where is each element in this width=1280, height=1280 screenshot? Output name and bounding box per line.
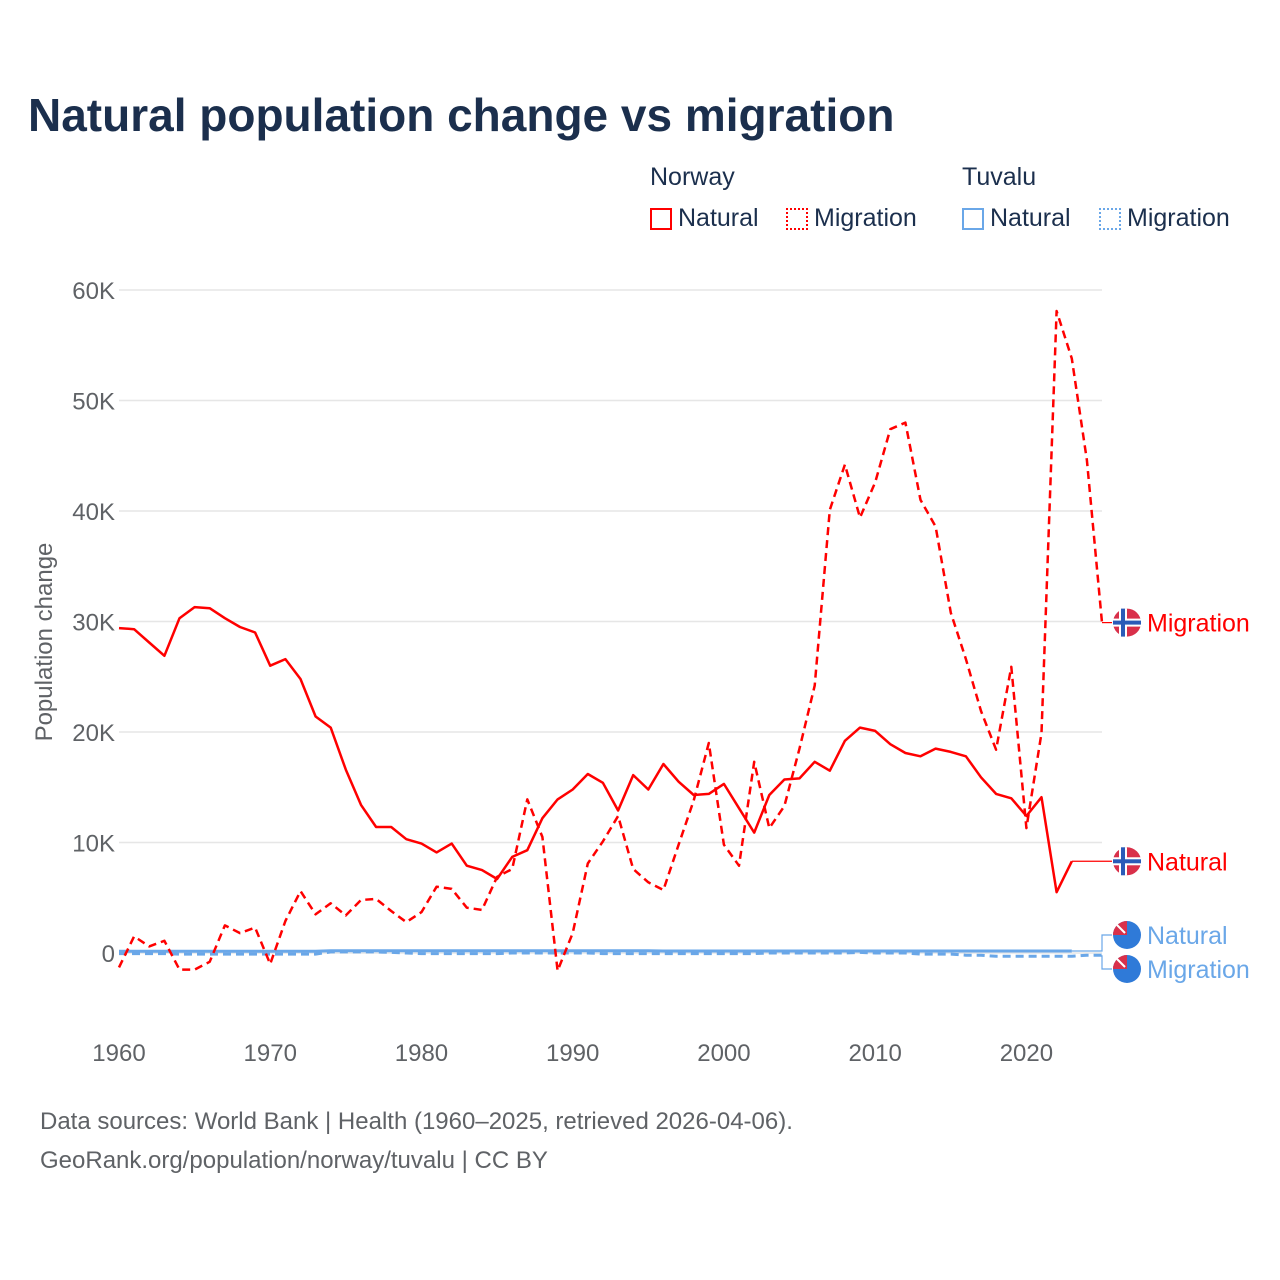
legend-group-norway: Norway (650, 163, 735, 191)
dotted-swatch-icon (786, 207, 808, 230)
x-tick-label: 2020 (1000, 1040, 1053, 1067)
series-line-norway-natural[interactable] (118, 605, 1073, 894)
legend-group-tuvalu: Tuvalu (962, 163, 1037, 191)
y-tick-label: 50K (72, 389, 115, 416)
series-end-label: Migration (1147, 956, 1250, 984)
dotted-swatch-icon (1099, 207, 1121, 230)
legend-norway-natural[interactable]: Natural (650, 204, 759, 233)
norway-flag-icon (1113, 847, 1141, 876)
legend-norway-migration[interactable]: Migration (786, 204, 917, 233)
y-tick-label: 60K (72, 278, 115, 305)
legend-label: Migration (814, 204, 917, 232)
legend-label: Natural (990, 204, 1071, 232)
series-end-label: Migration (1147, 610, 1250, 638)
legend-tuvalu-migration[interactable]: Migration (1099, 204, 1230, 233)
x-tick-label: 1970 (244, 1040, 297, 1067)
series-end-label: Natural (1147, 848, 1228, 876)
solid-swatch-icon (962, 207, 984, 230)
y-axis-label: Population change (31, 543, 58, 742)
plot-area: 0 10K 20K 30K 40K 50K 60K 1960 1970 1980 1990 2000 2… (31, 278, 1250, 1067)
norway-flag-icon (1113, 608, 1141, 637)
x-tick-label: 2000 (697, 1040, 750, 1067)
tuvalu-flag-icon (1113, 955, 1141, 983)
tuvalu-flag-icon (1113, 921, 1141, 949)
solid-swatch-icon (650, 207, 672, 230)
y-tick-label: 40K (72, 499, 115, 526)
label-connector (1101, 955, 1112, 970)
x-tick-label: 1990 (546, 1040, 599, 1067)
y-tick-label: 0 (102, 941, 115, 968)
y-tick-label: 20K (72, 720, 115, 747)
series-line-tuvalu-migration[interactable] (119, 950, 1102, 958)
series-line-norway-migration[interactable] (117, 309, 1104, 972)
legend-tuvalu-natural[interactable]: Natural (962, 204, 1071, 233)
series-end-label: Natural (1147, 922, 1228, 950)
x-tick-label: 1980 (395, 1040, 448, 1067)
y-tick-label: 30K (72, 610, 115, 637)
y-tick-label: 10K (72, 831, 115, 858)
series-line-tuvalu-natural[interactable] (119, 949, 1072, 953)
footer-sources: Data sources: World Bank | Health (1960–… (40, 1108, 793, 1135)
label-connector (1071, 934, 1112, 952)
x-tick-label: 1960 (92, 1040, 145, 1067)
footer-link[interactable]: GeoRank.org/population/norway/tuvalu | C… (40, 1147, 548, 1174)
legend-label: Migration (1127, 204, 1230, 232)
x-tick-label: 2010 (848, 1040, 901, 1067)
legend-label: Natural (678, 204, 759, 232)
chart-title: Natural population change vs migration (28, 89, 895, 141)
